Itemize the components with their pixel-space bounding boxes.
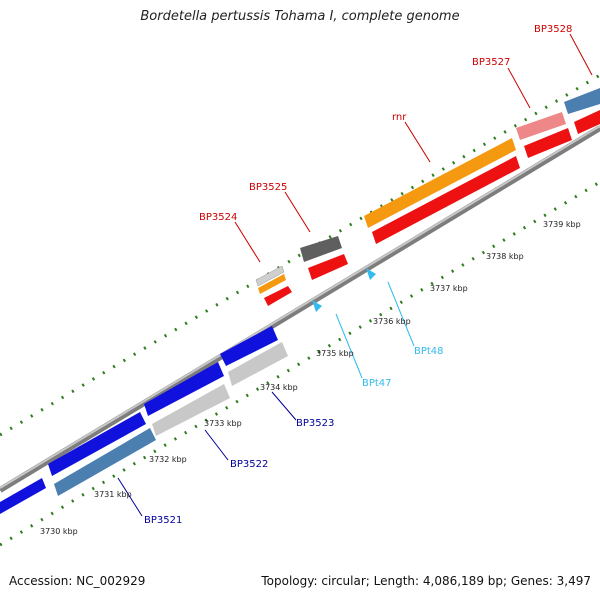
feature-bp3521-blue[interactable] bbox=[0, 478, 46, 514]
trna-bpt47-icon[interactable] bbox=[312, 300, 322, 312]
feature-red-2[interactable] bbox=[308, 254, 348, 280]
feature-bp3522-blue[interactable] bbox=[48, 412, 146, 476]
label-bp3522: BP3522 bbox=[230, 459, 268, 470]
feature-red-1[interactable] bbox=[264, 286, 292, 306]
feature-red-3[interactable] bbox=[372, 156, 520, 244]
leader-bp3524 bbox=[234, 221, 261, 263]
scale-label-3738: 3738 kbp bbox=[486, 252, 524, 261]
genome-backbone bbox=[0, 125, 600, 493]
scale-label-3731: 3731 kbp bbox=[94, 490, 132, 499]
inner-tick-row bbox=[0, 180, 600, 547]
scale-label-3732: 3732 kbp bbox=[149, 455, 187, 464]
feature-steel-lower[interactable] bbox=[54, 428, 156, 496]
feature-rnr-orange[interactable] bbox=[364, 138, 516, 228]
leader-bpt48 bbox=[387, 281, 415, 347]
map-title: Bordetella pertussis Tohama I, complete … bbox=[140, 9, 460, 24]
scale-label-3737: 3737 kbp bbox=[430, 284, 468, 293]
topology-text: Topology: circular; Length: 4,086,189 bp… bbox=[261, 574, 591, 588]
trna-bpt48-icon[interactable] bbox=[366, 268, 376, 280]
feature-blue-top[interactable] bbox=[220, 326, 278, 366]
label-bp3525: BP3525 bbox=[249, 182, 287, 193]
feature-bp3523-grey[interactable] bbox=[228, 342, 288, 386]
feature-bp3524-orange[interactable] bbox=[258, 274, 286, 294]
leader-bp3523 bbox=[271, 391, 297, 421]
feature-bp3522-grey[interactable] bbox=[152, 384, 230, 436]
feature-bp3523-blue[interactable] bbox=[144, 362, 224, 416]
scale-label-3739: 3739 kbp bbox=[543, 220, 581, 229]
label-bp3524: BP3524 bbox=[199, 212, 237, 223]
leader-bp3522 bbox=[204, 429, 229, 461]
feature-bp3528-steel[interactable] bbox=[564, 88, 600, 114]
leader-bpt47 bbox=[335, 313, 363, 379]
label-bpt47: BPt47 bbox=[362, 378, 392, 389]
scale-label-3734: 3734 kbp bbox=[260, 383, 298, 392]
feature-red-4[interactable] bbox=[524, 128, 572, 158]
leader-bp3525 bbox=[284, 191, 311, 233]
feature-bp3525[interactable] bbox=[300, 236, 342, 262]
feature-red-5[interactable] bbox=[574, 110, 600, 134]
leader-bp3528 bbox=[569, 33, 593, 76]
genome-backbone-highlight bbox=[0, 125, 600, 489]
leader-bp3527 bbox=[507, 67, 531, 109]
scale-label-3730: 3730 kbp bbox=[40, 527, 78, 536]
label-rnr: rnr bbox=[392, 112, 407, 123]
label-bp3527: BP3527 bbox=[472, 57, 510, 68]
label-bp3523: BP3523 bbox=[296, 418, 334, 429]
label-bpt48: BPt48 bbox=[414, 346, 444, 357]
label-bp3528: BP3528 bbox=[534, 24, 572, 35]
leader-rnr bbox=[404, 121, 431, 163]
scale-label-3735: 3735 kbp bbox=[316, 349, 354, 358]
accession-text: Accession: NC_002929 bbox=[9, 574, 146, 588]
scale-label-3736: 3736 kbp bbox=[373, 317, 411, 326]
scale-label-3733: 3733 kbp bbox=[204, 419, 242, 428]
outer-tick-row bbox=[0, 73, 600, 437]
feature-bp3524-grey[interactable] bbox=[255, 265, 285, 287]
label-bp3521: BP3521 bbox=[144, 515, 182, 526]
feature-bp3527-pink[interactable] bbox=[516, 112, 566, 140]
leader-bp3521 bbox=[117, 477, 143, 517]
